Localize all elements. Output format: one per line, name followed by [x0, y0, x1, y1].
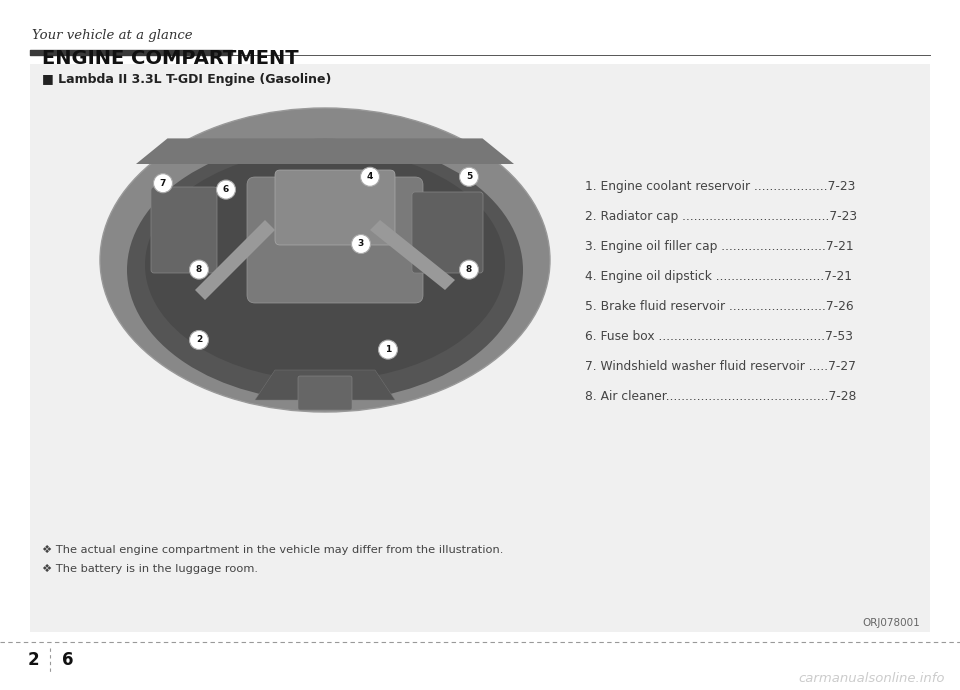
FancyBboxPatch shape: [275, 170, 395, 245]
Circle shape: [217, 180, 235, 199]
FancyBboxPatch shape: [247, 177, 423, 303]
Text: ENGINE COMPARTMENT: ENGINE COMPARTMENT: [42, 49, 299, 68]
FancyBboxPatch shape: [30, 64, 930, 632]
Text: 1. Engine coolant reservoir ...................7-23: 1. Engine coolant reservoir ............…: [585, 180, 855, 193]
Circle shape: [361, 167, 379, 186]
Text: 8: 8: [466, 265, 472, 274]
Polygon shape: [195, 220, 275, 300]
Text: 4. Engine oil dipstick ............................7-21: 4. Engine oil dipstick .................…: [585, 270, 852, 283]
Text: 7. Windshield washer fluid reservoir .....7-27: 7. Windshield washer fluid reservoir ...…: [585, 360, 856, 373]
Text: 5. Brake fluid reservoir .........................7-26: 5. Brake fluid reservoir ...............…: [585, 300, 853, 313]
Ellipse shape: [145, 150, 505, 380]
Polygon shape: [370, 220, 455, 290]
Text: 2. Radiator cap ......................................7-23: 2. Radiator cap ........................…: [585, 210, 857, 223]
Text: ❖ The battery is in the luggage room.: ❖ The battery is in the luggage room.: [42, 564, 258, 574]
Text: 5: 5: [466, 172, 472, 181]
Text: 6. Fuse box ...........................................7-53: 6. Fuse box ............................…: [585, 330, 853, 343]
Text: 8. Air cleaner..........................................7-28: 8. Air cleaner..........................…: [585, 390, 856, 403]
Polygon shape: [255, 370, 395, 400]
Circle shape: [189, 260, 208, 279]
FancyBboxPatch shape: [412, 192, 483, 273]
Text: 7: 7: [159, 179, 166, 188]
Text: 6: 6: [223, 185, 229, 194]
Text: ORJ078001: ORJ078001: [862, 618, 920, 628]
Text: 3. Engine oil filler cap ...........................7-21: 3. Engine oil filler cap ...............…: [585, 240, 853, 253]
Text: 3: 3: [358, 239, 364, 248]
Text: ❖ The actual engine compartment in the vehicle may differ from the illustration.: ❖ The actual engine compartment in the v…: [42, 545, 503, 555]
FancyBboxPatch shape: [298, 376, 352, 410]
FancyBboxPatch shape: [151, 187, 217, 273]
Circle shape: [189, 331, 208, 350]
Text: 8: 8: [196, 265, 203, 274]
Ellipse shape: [100, 108, 550, 412]
Text: 1: 1: [385, 345, 391, 354]
Ellipse shape: [127, 139, 523, 401]
Text: 6: 6: [62, 651, 74, 669]
Text: ■ Lambda II 3.3L T-GDI Engine (Gasoline): ■ Lambda II 3.3L T-GDI Engine (Gasoline): [42, 73, 331, 86]
Text: carmanualsonline.info: carmanualsonline.info: [799, 672, 945, 685]
Circle shape: [154, 174, 173, 193]
Text: Your vehicle at a glance: Your vehicle at a glance: [32, 29, 193, 42]
Circle shape: [460, 260, 478, 279]
Circle shape: [460, 167, 478, 186]
Text: 2: 2: [27, 651, 38, 669]
Circle shape: [378, 340, 397, 359]
Circle shape: [351, 235, 371, 253]
Polygon shape: [136, 139, 514, 164]
Text: 4: 4: [367, 172, 373, 181]
Text: 2: 2: [196, 335, 203, 344]
